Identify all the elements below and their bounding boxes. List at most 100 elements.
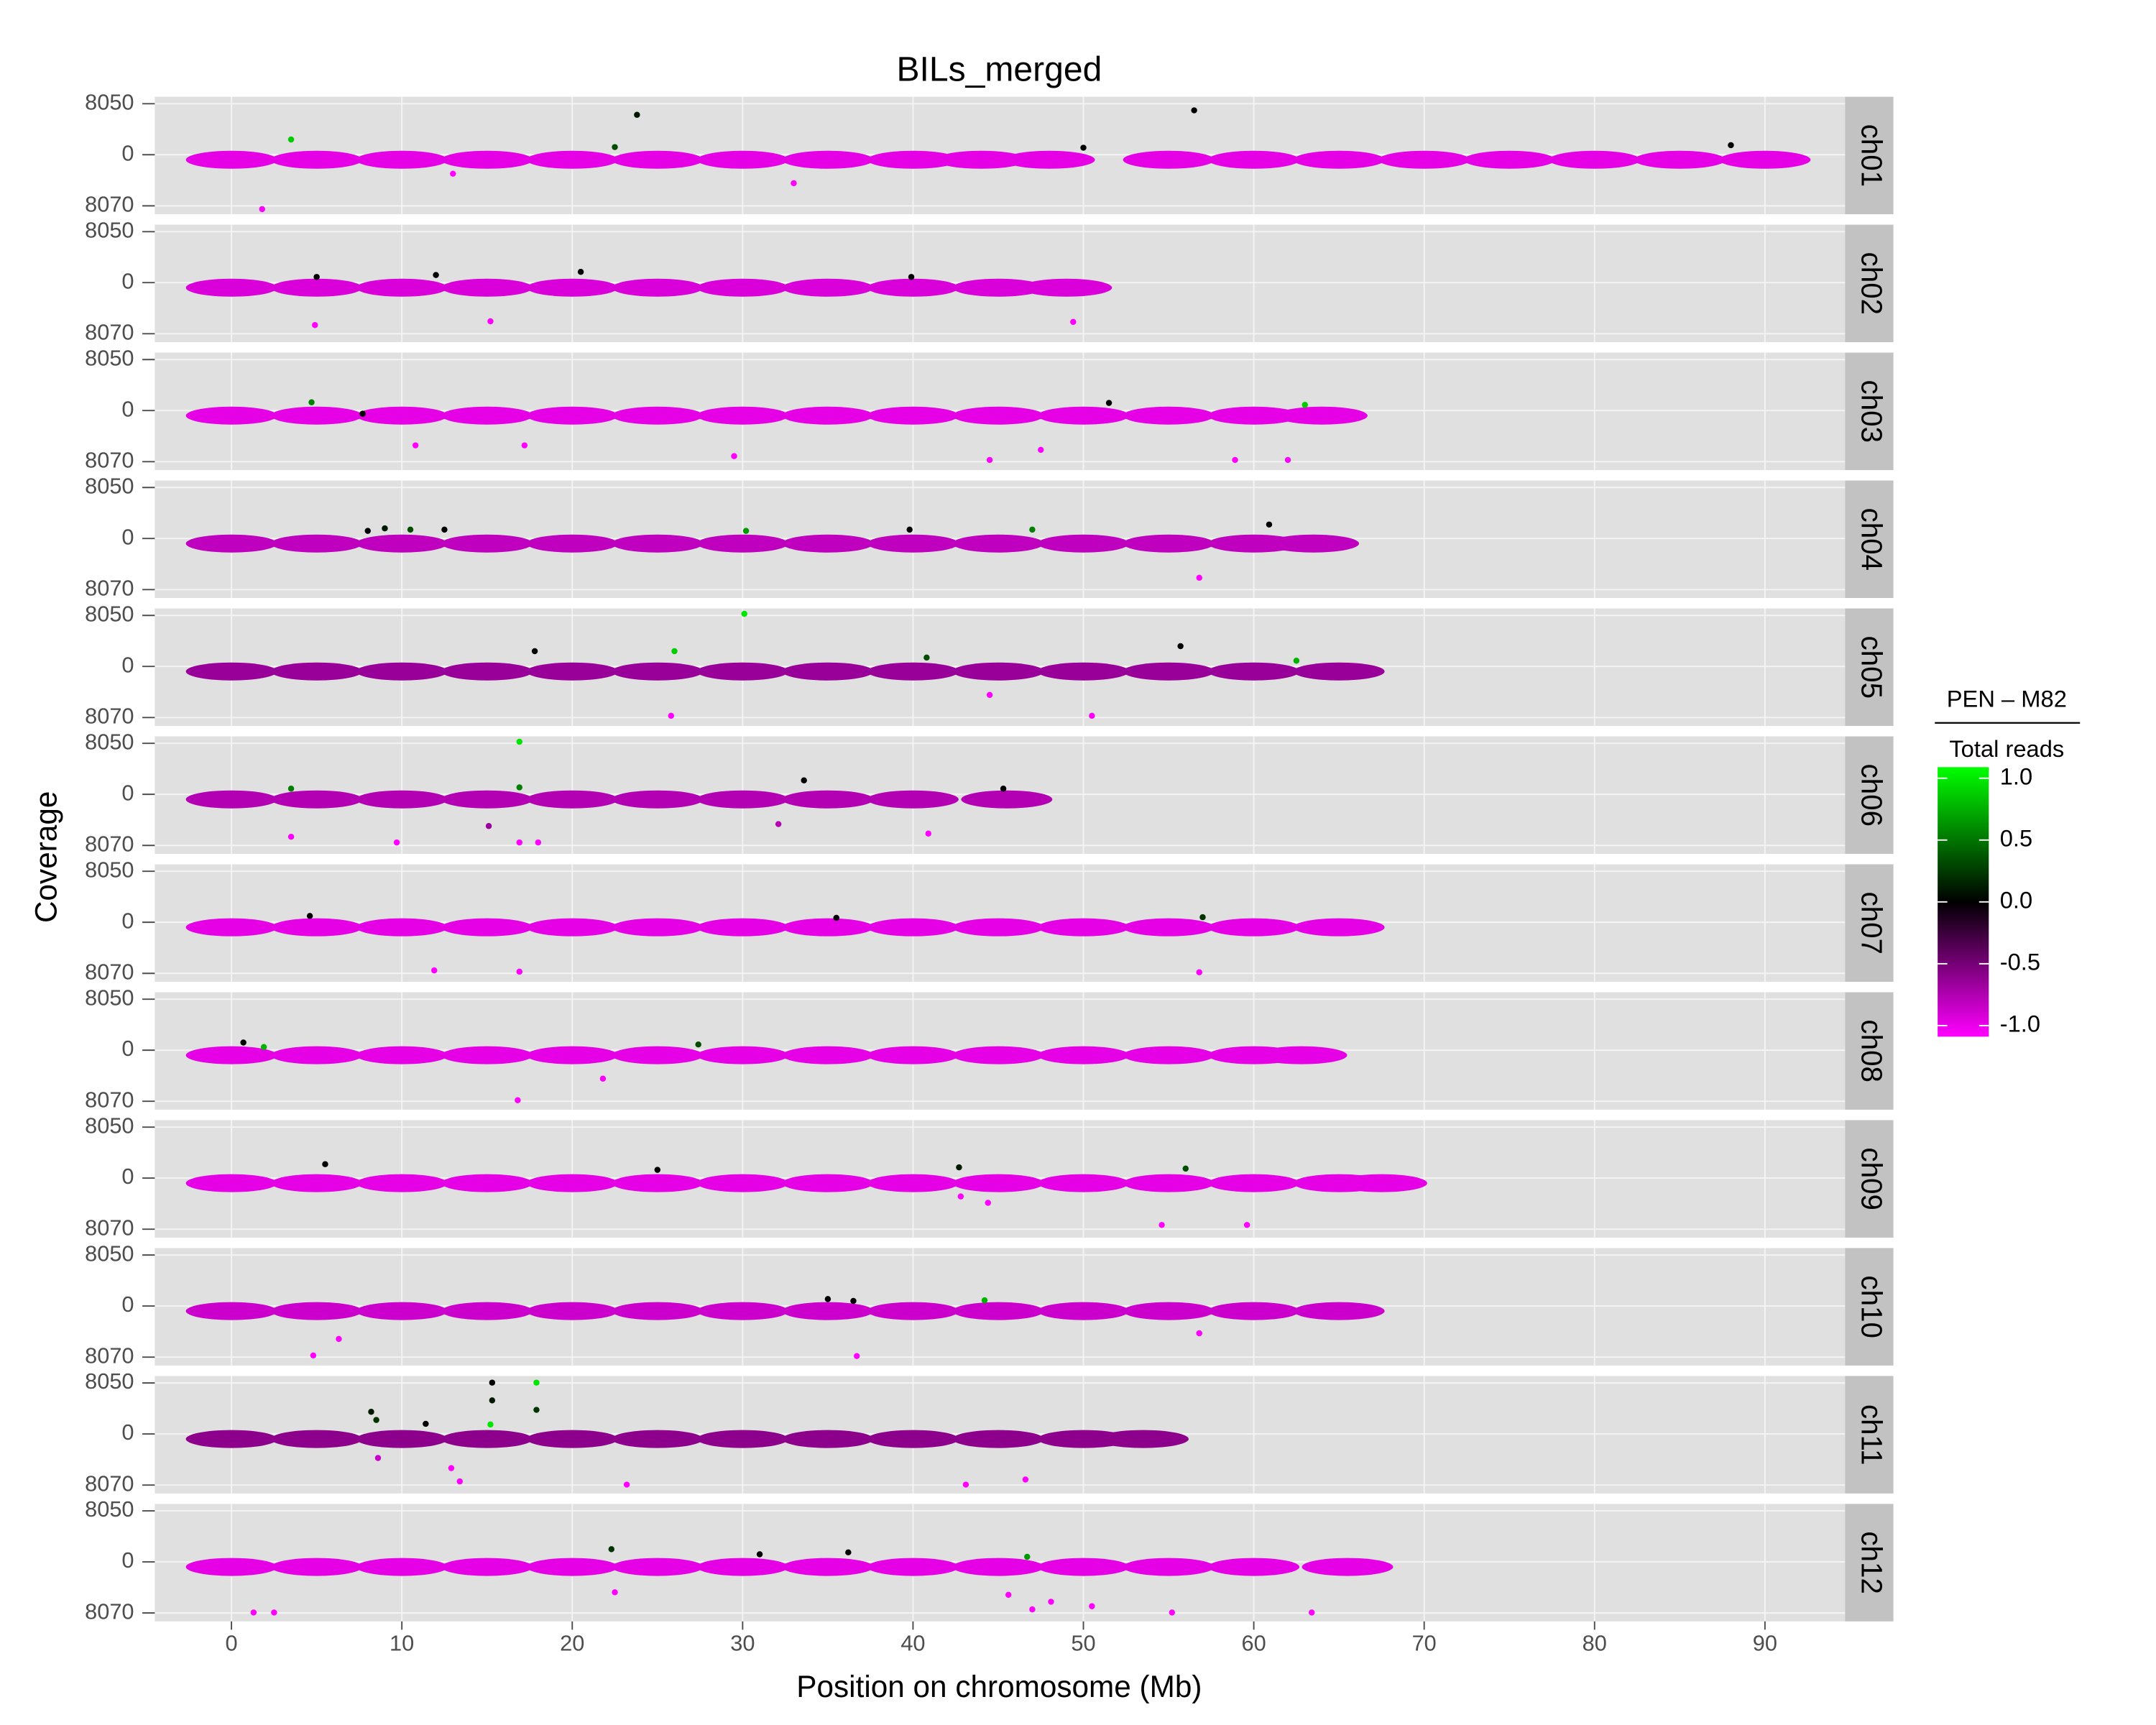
coverage-band: [356, 534, 448, 553]
strip-background: [1845, 352, 1894, 471]
coverage-band: [1123, 1174, 1215, 1192]
coverage-band: [1208, 918, 1300, 937]
coverage-band: [441, 150, 533, 169]
y-tick-label: 8050: [85, 1241, 134, 1266]
coverage-band: [441, 1558, 533, 1576]
panel-marks: [185, 269, 1112, 328]
coverage-band: [952, 918, 1044, 937]
point: [533, 1379, 540, 1386]
y-tick-label: 8050: [85, 985, 134, 1010]
coverage-band: [612, 278, 704, 297]
coverage-band: [526, 662, 618, 681]
point: [489, 1397, 496, 1404]
coverage-band: [612, 918, 704, 937]
strip-label: ch07: [1855, 891, 1888, 954]
coverage-band: [1634, 150, 1726, 169]
point: [373, 1417, 379, 1423]
point: [287, 136, 295, 143]
coverage-band: [356, 918, 448, 937]
coverage-band: [1038, 406, 1129, 425]
coverage-band: [1302, 1558, 1393, 1576]
strip-label: ch01: [1855, 124, 1888, 188]
coverage-band: [867, 278, 959, 297]
coverage-band: [356, 662, 448, 681]
coverage-band: [356, 1174, 448, 1192]
coverage-band: [1123, 150, 1215, 169]
coverage-band: [526, 1174, 618, 1192]
strip-background: [1845, 864, 1894, 982]
y-tick-label: 8070: [85, 1215, 134, 1240]
coverage-band: [526, 278, 618, 297]
coverage-band: [441, 662, 533, 681]
coverage-band: [526, 534, 618, 553]
point: [448, 1465, 455, 1471]
panel-marks: [185, 1039, 1348, 1103]
point: [1191, 107, 1197, 114]
strip-background: [1845, 96, 1894, 215]
coverage-band: [696, 1430, 788, 1448]
point: [313, 274, 320, 280]
x-tick-label: 10: [390, 1631, 414, 1656]
point: [1089, 1603, 1095, 1609]
strip-label: ch09: [1855, 1147, 1888, 1210]
coverage-band: [696, 406, 788, 425]
coverage-band: [526, 790, 618, 809]
coverage-band: [356, 278, 448, 297]
coverage-band: [356, 150, 448, 169]
color-bar-label: -0.5: [2000, 949, 2040, 975]
coverage-band: [441, 1174, 533, 1192]
coverage-band: [1021, 278, 1112, 297]
coverage-band: [867, 1302, 959, 1320]
coverage-band: [782, 1174, 874, 1192]
coverage-band: [1038, 662, 1129, 681]
coverage-band: [441, 918, 533, 937]
point: [535, 839, 542, 846]
coverage-band: [1123, 406, 1215, 425]
color-bar-label: 1.0: [2000, 763, 2032, 789]
point: [393, 839, 400, 846]
y-tick-label: 8050: [85, 857, 134, 882]
coverage-band: [271, 1046, 363, 1064]
y-tick-label: 0: [121, 1292, 134, 1317]
panel-marks: [185, 738, 1053, 846]
coverage-band: [1003, 150, 1095, 169]
x-tick-label: 70: [1412, 1631, 1437, 1656]
panel-marks: [185, 610, 1385, 719]
y-tick-label: 8070: [85, 447, 134, 472]
y-tick-label: 0: [121, 652, 134, 677]
strip-label: ch06: [1855, 763, 1888, 827]
point: [259, 206, 265, 213]
coverage-band: [696, 662, 788, 681]
coverage-band: [952, 1046, 1044, 1064]
x-tick-label: 80: [1583, 1631, 1607, 1656]
coverage-band: [185, 918, 277, 937]
point: [577, 269, 584, 275]
point: [489, 1379, 496, 1386]
coverage-band: [782, 790, 874, 809]
coverage-band: [271, 406, 363, 425]
coverage-band: [185, 662, 277, 681]
y-tick-label: 8070: [85, 1087, 134, 1112]
point: [1182, 1165, 1189, 1172]
y-tick-label: 8050: [85, 601, 134, 626]
x-axis-label: Position on chromosome (Mb): [796, 1670, 1202, 1703]
coverage-band: [696, 918, 788, 937]
coverage-band: [952, 1558, 1044, 1576]
coverage-band: [696, 150, 788, 169]
strip-background: [1845, 608, 1894, 726]
point: [599, 1075, 607, 1082]
strip-background: [1845, 736, 1894, 854]
coverage-band: [271, 1558, 363, 1576]
point: [608, 1546, 615, 1552]
point: [695, 1041, 701, 1048]
x-tick-label: 0: [226, 1631, 238, 1656]
coverage-band: [1293, 918, 1385, 937]
point: [441, 526, 448, 533]
coverage-band: [185, 278, 277, 297]
coverage-band: [1038, 1558, 1129, 1576]
point: [1080, 144, 1087, 151]
x-tick-label: 50: [1071, 1631, 1095, 1656]
coverage-band: [612, 406, 704, 425]
legend-title: PEN – M82: [1947, 686, 2067, 712]
coverage-band: [612, 662, 704, 681]
